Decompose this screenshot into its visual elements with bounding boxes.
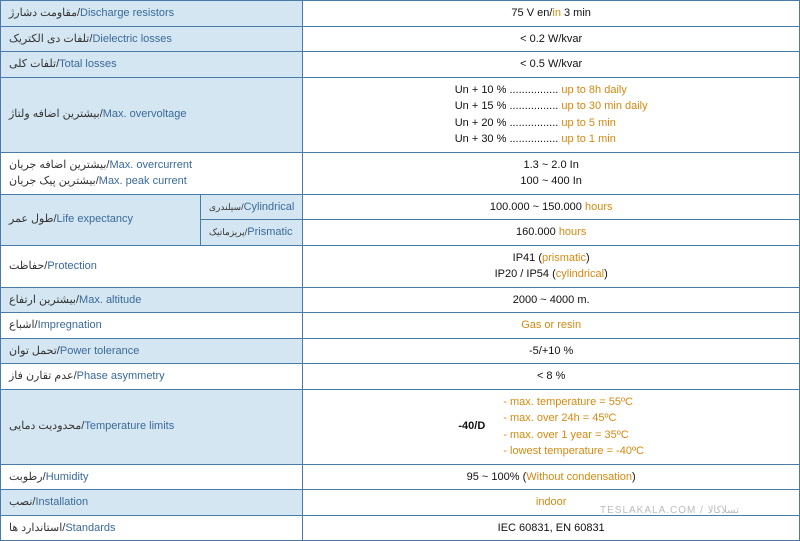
val-orange: in: [552, 7, 561, 19]
temp-code: -40/D: [458, 418, 485, 435]
val-pre: 75 V en/: [511, 7, 552, 19]
row-temp: محدودیت دمایی/Temperature limits -40/D -…: [1, 389, 800, 464]
row-standards: استاندارد ها/Standards IEC 60831, EN 608…: [1, 515, 800, 541]
row-phase: عدم تقارن فاز/Phase asymmetry < 8 %: [1, 364, 800, 390]
watermark: TESLAKALA.COM / تسلاکالا: [600, 505, 739, 516]
label-fa: مقاومت دشارژ/: [9, 7, 80, 19]
overvolt-lines: Un + 10 % ................ up to 8h dail…: [455, 82, 648, 148]
row-life-cyl: طول عمر/Life expectancy سیلندری/Cylindri…: [1, 194, 800, 220]
val-post: 3 min: [561, 7, 591, 19]
row-overvolt: بیشترین اضافه ولتاژ/Max. overvoltage Un …: [1, 77, 800, 152]
row-impreg: اشباع/Impregnation Gas or resin: [1, 313, 800, 339]
row-overcurrent: بیشترین اضافه جریان/Max. overcurrent بیش…: [1, 152, 800, 194]
row-humidity: رطوبت/Humidity 95 ~ 100% (Without conden…: [1, 464, 800, 490]
spec-table: مقاومت دشارژ/Discharge resistors 75 V en…: [0, 0, 800, 541]
label-en: Discharge resistors: [80, 7, 174, 19]
row-totalloss: تلفات کلی/Total losses < 0.5 W/kvar: [1, 52, 800, 78]
row-altitude: بیشترین ارتفاع/Max. altitude 2000 ~ 4000…: [1, 287, 800, 313]
row-dielectric: تلفات دی الکتریک/Dielectric losses < 0.2…: [1, 26, 800, 52]
row-protection: حفاظت/Protection IP41 (prismatic) IP20 /…: [1, 245, 800, 287]
row-ptol: تحمل توان/Power tolerance -5/+10 %: [1, 338, 800, 364]
row-discharge: مقاومت دشارژ/Discharge resistors 75 V en…: [1, 1, 800, 27]
